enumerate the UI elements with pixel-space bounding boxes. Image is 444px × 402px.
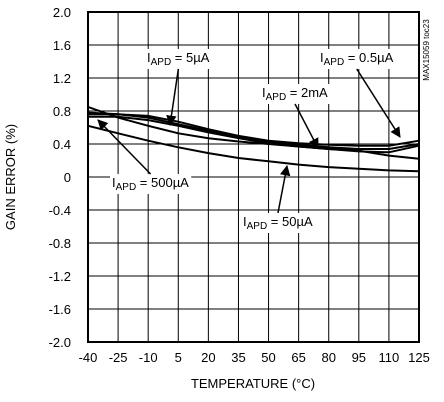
y-tick-label: -1.2 [49,269,71,284]
label-arrow [166,68,180,127]
label-background [241,213,315,233]
plot-frame [87,11,420,343]
x-tick-label: 110 [379,350,400,365]
series-line-apd-0-5uA [87,111,420,147]
series-label-apd-2mA: IAPD = 2mA [260,84,331,149]
y-tick-labels: 2.0 1.6 1.2 0.8 0.4 0 -0.4 -0.8 -1.2 -1.6 -2.0 [49,5,71,350]
y-tick-label: 0.4 [53,137,71,152]
x-tick-label: 50 [261,350,275,365]
y-tick-label: 0.8 [53,104,71,119]
series-label-text: IAPD = 2mA [262,85,328,103]
x-tick-label: 95 [352,350,366,365]
series-label-text: IAPD = 5µA [147,50,210,68]
label-arrow [356,68,401,138]
grid-lines [88,12,419,342]
x-tick-label: 35 [231,350,245,365]
series-layer [87,105,420,173]
x-tick-label: 5 [175,350,182,365]
label-arrow [277,164,291,214]
x-tick-labels: -40 -25 -10 5 20 35 50 65 80 95 110 125 [79,350,430,365]
series-line-apd-50uA [87,124,420,173]
x-tick-label: -10 [139,350,158,365]
label-background [110,174,192,194]
figure-code: MAX15059 toc23 [422,19,431,81]
y-tick-label: 0 [64,170,71,185]
series-label-apd-0-5uA: IAPD = 0.5µA [318,49,401,138]
x-tick-label: 65 [291,350,305,365]
x-tick-label: -25 [109,350,128,365]
x-axis-title: TEMPERATURE (°C) [191,376,315,391]
y-tick-label: 1.6 [53,38,71,53]
y-tick-label: 1.2 [53,71,71,86]
x-tick-label: 125 [408,350,430,365]
series-label-text: IAPD = 500µA [112,175,189,193]
x-tick-label: -40 [79,350,98,365]
series-label-apd-500uA: IAPD = 500µA [97,119,192,194]
label-background [260,84,331,104]
label-arrow [294,103,319,149]
label-background [145,49,212,69]
y-tick-label: -1.6 [49,302,71,317]
series-label-text: IAPD = 50µA [243,214,313,232]
series-label-text: IAPD = 0.5µA [320,50,394,68]
x-tick-label: 80 [321,350,335,365]
y-tick-label: -2.0 [49,335,71,350]
y-tick-label: -0.4 [49,203,71,218]
label-background [318,49,396,69]
series-line-apd-5uA [88,113,420,150]
y-axis-title: GAIN ERROR (%) [3,124,18,230]
label-arrow [97,119,152,175]
annotation-layer: IAPD = 5µA IAPD = 0.5µA IAPD = 2mA IAPD = 5… [97,49,401,233]
series-label-apd-50uA: IAPD = 50µA [241,164,315,233]
x-tick-label: 20 [201,350,215,365]
y-tick-label: 2.0 [53,5,71,20]
series-line-apd-500uA [87,105,420,160]
y-tick-label: -0.8 [49,236,71,251]
series-label-apd-5uA: IAPD = 5µA [145,49,212,127]
